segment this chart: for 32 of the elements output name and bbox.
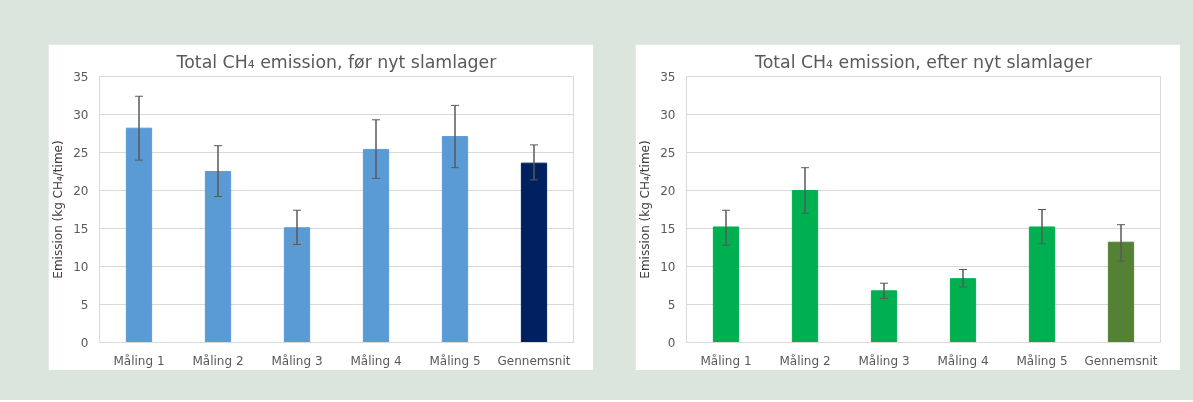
y-tick-label: 0 <box>80 336 89 350</box>
x-tick-label: Måling 1 <box>113 353 165 368</box>
y-tick-label: 0 <box>667 336 676 350</box>
x-tick-label: Gennemsnit <box>497 353 571 368</box>
y-tick-label: 15 <box>73 222 89 236</box>
x-tick-label: Måling 5 <box>429 353 481 368</box>
y-tick-label: 20 <box>73 184 89 198</box>
y-tick-label: 15 <box>660 222 676 236</box>
y-tick-label: 35 <box>73 70 89 84</box>
y-axis-title: Emission (kg CH₄/time) <box>638 140 653 279</box>
y-tick-label: 10 <box>73 260 89 274</box>
x-tick-label: Gennemsnit <box>1084 353 1158 368</box>
y-tick-label: 35 <box>660 70 676 84</box>
x-tick-label: Måling 2 <box>779 353 831 368</box>
y-tick-label: 5 <box>80 298 89 312</box>
x-tick-label: Måling 3 <box>858 353 910 368</box>
y-tick-label: 5 <box>667 298 676 312</box>
x-tick-label: Måling 1 <box>700 353 752 368</box>
x-tick-label: Måling 3 <box>271 353 323 368</box>
y-tick-label: 20 <box>660 184 676 198</box>
x-tick-label: Måling 4 <box>350 353 402 368</box>
y-tick-label: 25 <box>73 146 89 160</box>
x-tick-label: Måling 5 <box>1016 353 1068 368</box>
x-tick-label: Måling 2 <box>192 353 244 368</box>
x-tick-label: Måling 4 <box>937 353 989 368</box>
y-tick-label: 30 <box>73 108 89 122</box>
chart-title: Total CH₄ emission, før nyt slamlager <box>175 51 498 72</box>
y-axis-title: Emission (kg CH₄/time) <box>51 140 66 279</box>
y-tick-label: 25 <box>660 146 676 160</box>
chart-title: Total CH₄ emission, efter nyt slamlager <box>753 51 1093 72</box>
y-tick-label: 10 <box>660 260 676 274</box>
y-tick-label: 30 <box>660 108 676 122</box>
